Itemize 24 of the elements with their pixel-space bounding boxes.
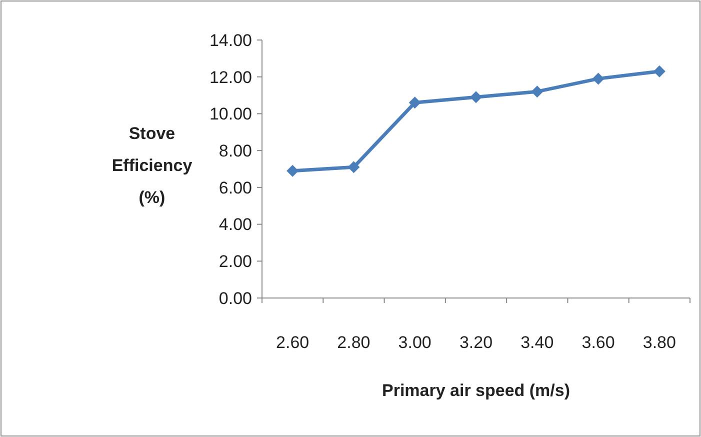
- y-axis-title: Stove Efficiency (%): [112, 124, 193, 207]
- y-tick-label: 12.00: [209, 68, 252, 87]
- y-tick-label: 4.00: [218, 215, 252, 234]
- y-tick-label: 10.00: [209, 104, 252, 124]
- x-tick-label: 3.20: [459, 333, 493, 352]
- y-tick-label: 8.00: [218, 142, 252, 161]
- point: [653, 65, 666, 78]
- point: [408, 96, 421, 109]
- point: [286, 164, 299, 177]
- x-tick-label: 3.60: [582, 333, 615, 352]
- y-tick-label: 14.00: [209, 30, 252, 50]
- x-tick-label: 2.60: [276, 333, 310, 352]
- y-tick-label: 6.00: [218, 178, 252, 198]
- x-tick-label: 3.80: [642, 333, 676, 352]
- y-tick-label: 0.00: [218, 288, 252, 308]
- point: [348, 161, 360, 174]
- point: [592, 72, 604, 85]
- x-axis-title: Primary air speed (m/s): [382, 381, 570, 400]
- x-tick-label: 2.80: [337, 333, 370, 352]
- x-tick-label: 3.40: [520, 333, 554, 352]
- point: [470, 91, 482, 104]
- x-tick-label: 3.00: [398, 333, 432, 352]
- point: [531, 86, 544, 98]
- y-tick-label: 2.00: [218, 252, 252, 272]
